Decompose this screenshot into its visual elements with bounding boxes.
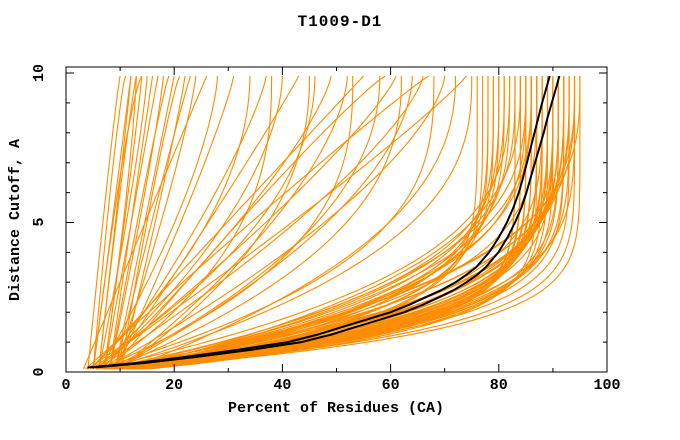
x-axis-label: Percent of Residues (CA) <box>227 400 445 417</box>
model-curve <box>111 75 386 370</box>
model-curve <box>139 76 570 370</box>
model-curve <box>98 75 132 370</box>
model-curve <box>97 76 435 370</box>
model-curve <box>114 75 191 370</box>
model-curve <box>96 76 500 370</box>
model-curve <box>91 75 467 370</box>
model-curve <box>103 75 137 370</box>
model-curve <box>103 75 446 370</box>
y-tick-label: 0 <box>31 367 48 377</box>
y-tick-label: 10 <box>31 63 48 82</box>
model-curve <box>97 75 424 370</box>
model-curve <box>92 75 143 370</box>
model-curve <box>120 75 181 370</box>
model-curve <box>124 76 527 370</box>
x-tick-label: 0 <box>61 377 71 394</box>
x-tick-label: 80 <box>489 377 508 394</box>
model-curve <box>95 75 283 370</box>
model-curve <box>118 75 311 370</box>
model-curve <box>121 76 581 370</box>
model-curve <box>86 75 316 370</box>
model-curve <box>89 75 365 370</box>
chart-title: T1009-D1 <box>297 13 383 31</box>
model-curve <box>117 76 532 370</box>
model-curve <box>103 75 159 370</box>
highlighted-model-1 <box>87 75 551 369</box>
model-curve <box>120 75 186 370</box>
model-curve <box>102 76 505 370</box>
highlighted-model-curves <box>87 75 561 369</box>
model-curve <box>115 76 494 370</box>
model-curve <box>115 75 235 370</box>
model-curve <box>85 75 429 370</box>
model-curve <box>99 76 354 370</box>
model-curve <box>98 75 148 370</box>
model-curve <box>110 76 402 370</box>
model-curve <box>109 75 381 370</box>
orange-model-curves <box>82 75 581 370</box>
model-curve <box>92 75 127 370</box>
model-curve <box>139 76 554 370</box>
model-curve <box>108 75 473 370</box>
x-tick-label: 100 <box>593 377 621 394</box>
model-curve <box>117 76 516 370</box>
model-curve <box>122 76 489 370</box>
model-curve <box>107 76 559 370</box>
highlighted-model-2 <box>92 75 561 369</box>
model-curve <box>95 76 511 370</box>
model-curve <box>102 76 273 370</box>
model-curve <box>96 75 397 370</box>
y-tick-label: 5 <box>31 217 48 227</box>
model-curve <box>133 76 576 370</box>
x-tick-label: 60 <box>381 377 400 394</box>
model-curve <box>118 75 348 370</box>
model-curve <box>115 75 197 370</box>
x-tick-label: 20 <box>165 377 184 394</box>
model-curve <box>109 75 164 370</box>
model-curve <box>132 76 565 370</box>
model-curve <box>90 76 251 370</box>
model-curve <box>87 75 121 370</box>
model-curve <box>120 76 549 370</box>
model-curve <box>114 75 175 370</box>
x-tick-label: 40 <box>273 377 292 394</box>
model-curve <box>126 76 543 370</box>
axis-ticks <box>65 67 608 373</box>
